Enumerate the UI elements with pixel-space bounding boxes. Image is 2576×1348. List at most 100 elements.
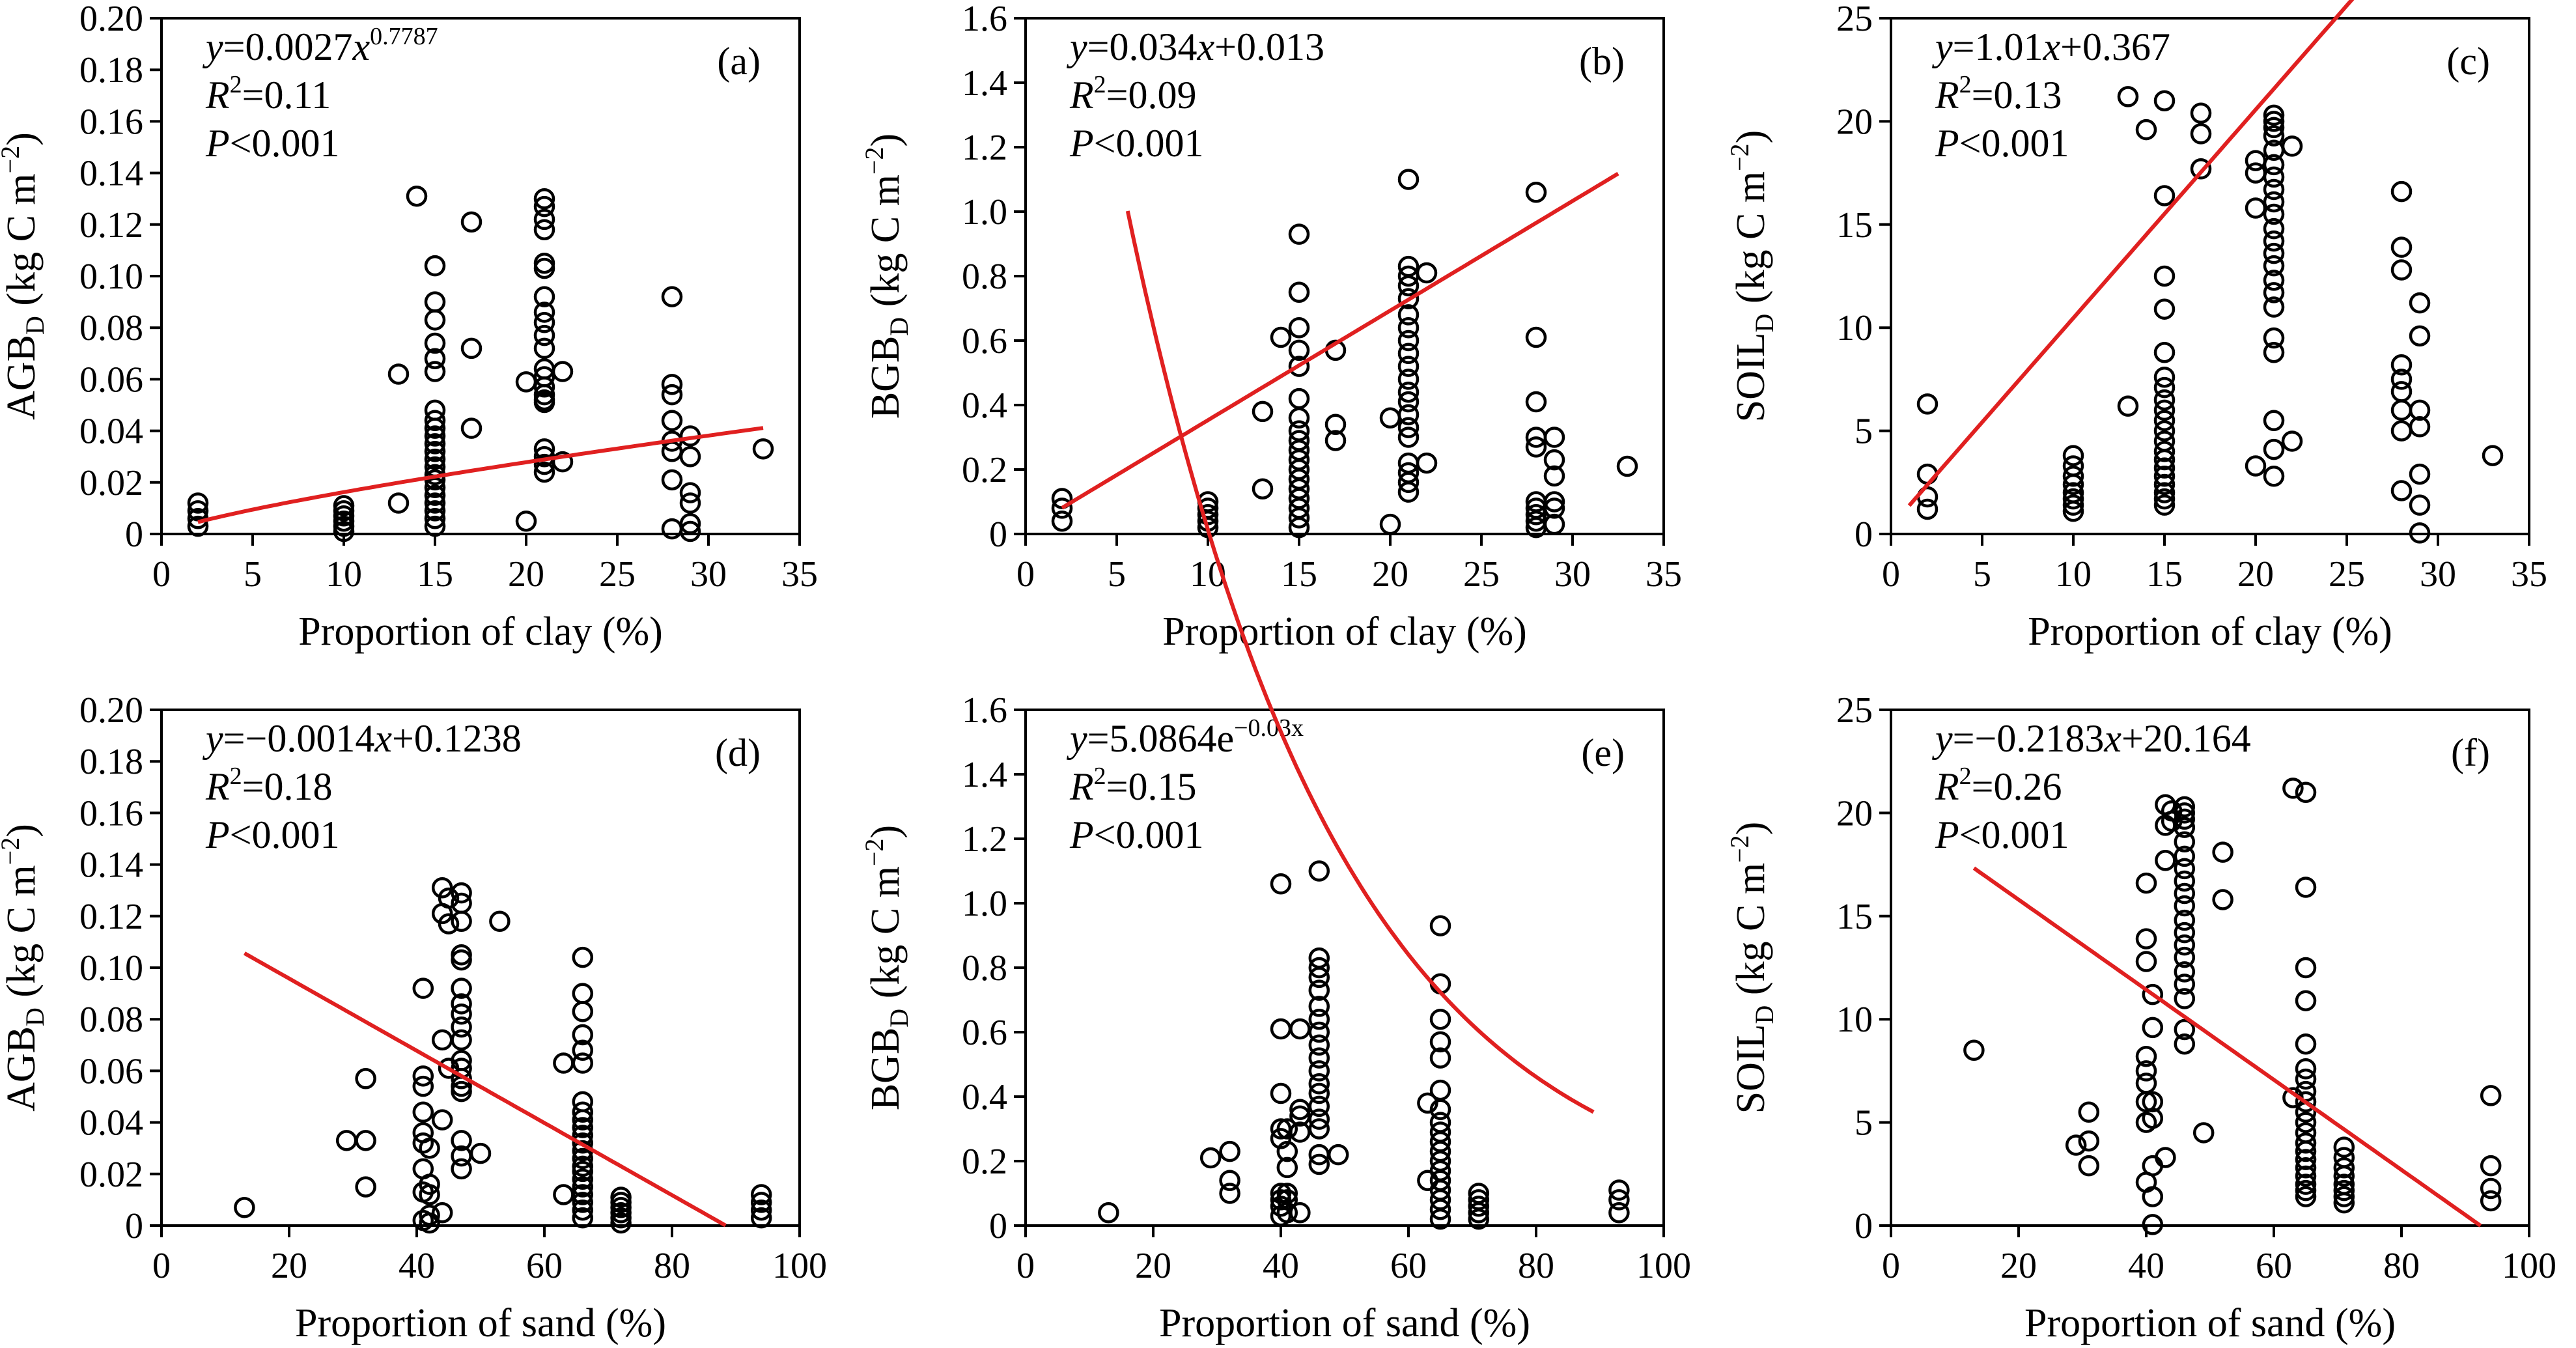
fit-line [1125, 210, 1595, 1114]
x-tick-label: 0 [1882, 1246, 1900, 1286]
data-point [424, 417, 446, 439]
data-point [424, 500, 446, 522]
data-point [2333, 1186, 2355, 1207]
data-point [1308, 1153, 1330, 1175]
y-tick-label: 0 [125, 1206, 143, 1246]
data-point [1288, 387, 1310, 410]
p-value: P<0.001 [205, 122, 340, 165]
data-point [1429, 1079, 1451, 1101]
p-value: P<0.001 [1935, 813, 2069, 856]
data-point [2062, 473, 2084, 496]
y-tick-label: 0.10 [79, 948, 143, 989]
data-point [355, 1130, 376, 1151]
data-point [1543, 427, 1565, 448]
r-squared: R2=0.13 [1935, 71, 2062, 117]
data-point [2390, 180, 2413, 203]
data-point [1219, 1140, 1240, 1162]
y-tick-label: 0.18 [79, 742, 143, 782]
data-point [1308, 1082, 1330, 1104]
x-tick-label: 0 [1016, 1246, 1035, 1286]
data-point [451, 977, 472, 999]
data-point [2135, 872, 2157, 894]
data-point [2153, 298, 2176, 320]
data-point [533, 324, 555, 346]
data-point [2333, 1157, 2355, 1179]
data-point [460, 417, 483, 439]
y-tick-label: 0 [1855, 1206, 1873, 1246]
data-point [2153, 90, 2176, 111]
data-point [1379, 513, 1401, 535]
panel-label: (a) [717, 40, 761, 83]
fit-line [1972, 866, 2482, 1228]
data-point [750, 1192, 772, 1213]
y-tick-label: 0.04 [79, 412, 143, 452]
data-point [2263, 218, 2285, 240]
panel-a: 0 5 10 15 20 25 30 35 0 0.02 0.04 0.06 0.08 0.10 0.12 0… [0, 0, 818, 654]
data-point [460, 211, 483, 233]
data-point [2263, 438, 2285, 460]
x-tick-label: 0 [1882, 554, 1900, 595]
data-point [1397, 356, 1420, 377]
data-point [572, 1192, 594, 1213]
data-point [1429, 1208, 1451, 1230]
data-point [2192, 1122, 2215, 1144]
data-point [1397, 391, 1420, 413]
data-point [355, 1176, 376, 1198]
y-tick-label: 0.06 [79, 359, 143, 400]
data-point [1288, 516, 1310, 539]
data-point [1429, 1047, 1451, 1069]
y-tick-label: 0.6 [962, 1013, 1007, 1053]
data-point [2333, 1165, 2355, 1187]
data-point [2390, 236, 2413, 258]
data-point [1270, 1018, 1292, 1040]
data-point [2263, 270, 2285, 291]
x-tick-label: 10 [2055, 554, 2092, 595]
data-point [451, 910, 472, 932]
y-tick-label: 0.16 [79, 793, 143, 834]
data-point [552, 451, 574, 473]
data-point [1199, 1147, 1222, 1169]
r-squared: R2=0.26 [1935, 763, 2062, 808]
data-point [1270, 1183, 1292, 1204]
y-tick-label: 0.10 [79, 257, 143, 297]
data-point [1270, 1189, 1292, 1211]
x-tick-label: 100 [2502, 1246, 2556, 1286]
data-point [679, 482, 701, 503]
data-point [572, 1199, 594, 1221]
data-point [2153, 376, 2176, 399]
data-point [2295, 957, 2317, 979]
data-point [2135, 119, 2157, 141]
y-tick-label: 0 [989, 1206, 1007, 1246]
y-tick-label: 1.6 [962, 0, 1007, 39]
data-point [533, 286, 555, 307]
data-point [412, 1101, 434, 1123]
data-point [1429, 915, 1451, 936]
data-point [2142, 1091, 2164, 1113]
x-tick-label: 25 [599, 554, 636, 595]
data-point [2153, 466, 2176, 487]
x-tick-label: 15 [2146, 554, 2183, 595]
panel-b: 0 5 10 15 20 25 30 3500.20.40.60.81.01.21.41.6P… [860, 0, 1682, 654]
data-point [533, 376, 555, 398]
data-point [2190, 102, 2212, 124]
data-point [2117, 86, 2139, 107]
y-tick-label: 0.14 [79, 154, 143, 194]
data-point [2245, 197, 2267, 219]
data-point [1397, 275, 1420, 297]
panel-label: (d) [715, 731, 761, 774]
data-point [2409, 399, 2431, 421]
y-tick-label: 0.2 [962, 450, 1007, 490]
data-point [1308, 1034, 1330, 1056]
data-point [2153, 341, 2176, 363]
data-point [1270, 1082, 1292, 1104]
data-point [1916, 393, 1939, 415]
data-point [1963, 1039, 1985, 1061]
data-point [2295, 1112, 2317, 1133]
data-point [1308, 1021, 1330, 1043]
data-point [2062, 494, 2084, 516]
data-point [187, 500, 209, 522]
data-point [424, 433, 446, 455]
y-tick-label: 10 [1836, 1000, 1873, 1040]
data-point [1288, 223, 1310, 245]
